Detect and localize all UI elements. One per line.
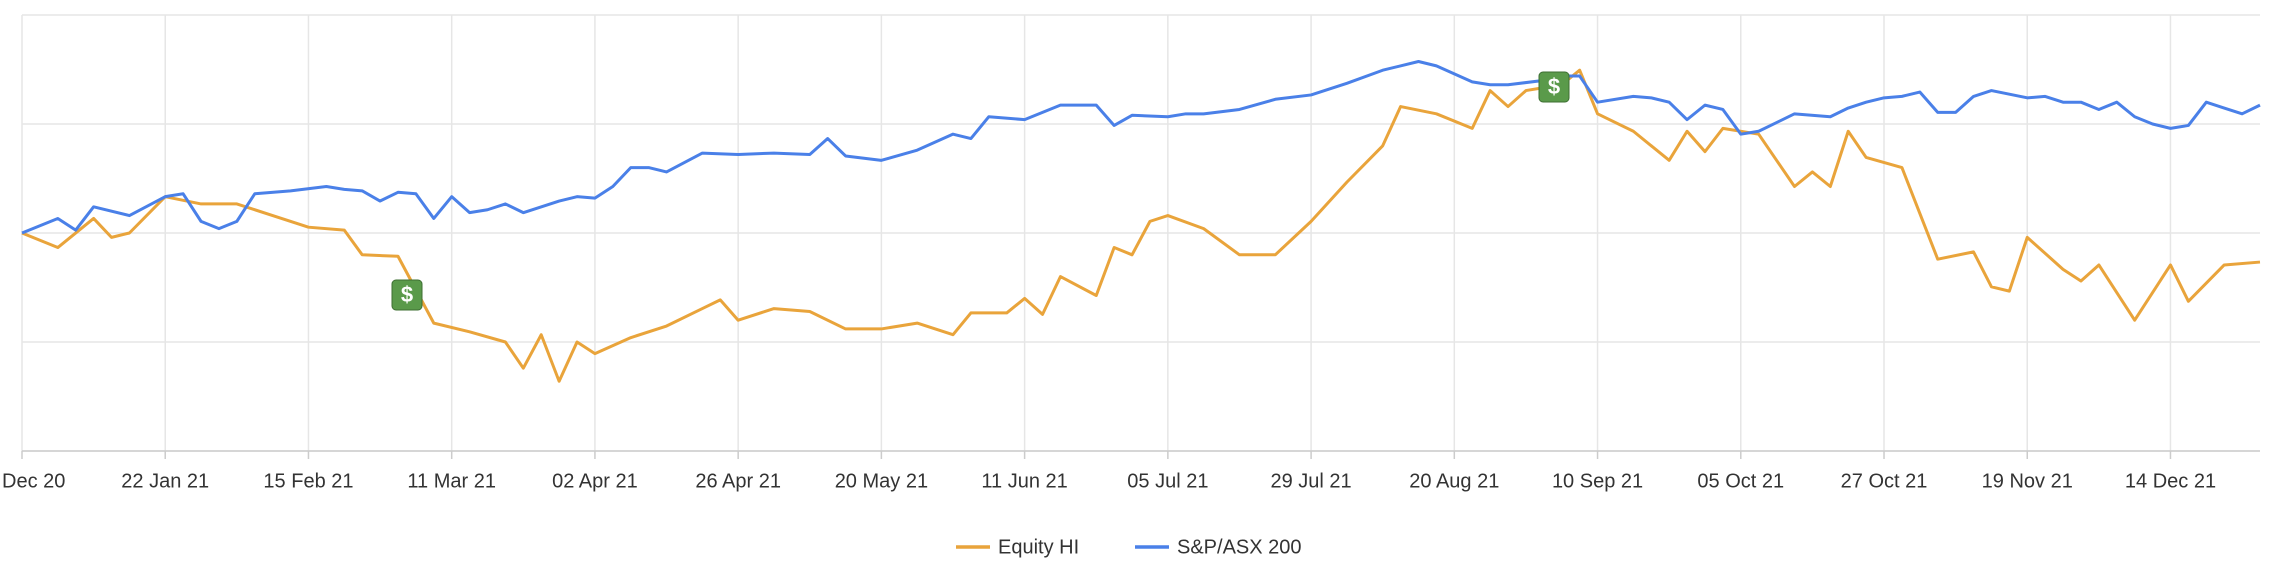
plot-area xyxy=(21,60,2261,383)
x-tick-label: 11 Mar 21 xyxy=(407,470,496,492)
legend-label[interactable]: Equity HI xyxy=(998,536,1079,558)
x-tick-label: 29 Jul 21 xyxy=(1271,470,1352,492)
x-tick-label: 14 Dec 21 xyxy=(2125,470,2216,492)
x-tick-label: 20 Aug 21 xyxy=(1409,470,1499,492)
x-tick-label: 26 Apr 21 xyxy=(695,470,781,492)
svg-text:$: $ xyxy=(1548,74,1560,99)
svg-text:$: $ xyxy=(401,282,413,307)
x-tick-label: 05 Jul 21 xyxy=(1127,470,1208,492)
x-tick-label: 20 May 21 xyxy=(835,470,928,492)
x-tick-label: 02 Apr 21 xyxy=(552,470,638,492)
x-tick-label: 10 Sep 21 xyxy=(1552,470,1643,492)
x-axis: Dec 20 22 Jan 21 15 Feb 21 11 Mar 21 02 Apr … xyxy=(2,450,2260,492)
x-tick-label: 15 Feb 21 xyxy=(263,470,353,492)
x-tick-label: 05 Oct 21 xyxy=(1697,470,1784,492)
x-tick-label: 19 Nov 21 xyxy=(1982,470,2073,492)
x-tick-label: 11 Jun 21 xyxy=(981,470,1067,492)
x-tick-label: 27 Oct 21 xyxy=(1841,470,1928,492)
legend-label[interactable]: S&P/ASX 200 xyxy=(1177,536,1302,558)
x-tick-label: 22 Jan 21 xyxy=(121,470,209,492)
line-series xyxy=(21,68,2261,383)
dividend-marker: $ xyxy=(1538,71,1570,103)
line-series xyxy=(21,60,2261,235)
grid xyxy=(21,14,2260,452)
legend: Equity HI S&P/ASX 200 xyxy=(956,536,1302,558)
dividend-marker: $ xyxy=(391,279,423,311)
x-tick-label: Dec 20 xyxy=(2,470,65,492)
